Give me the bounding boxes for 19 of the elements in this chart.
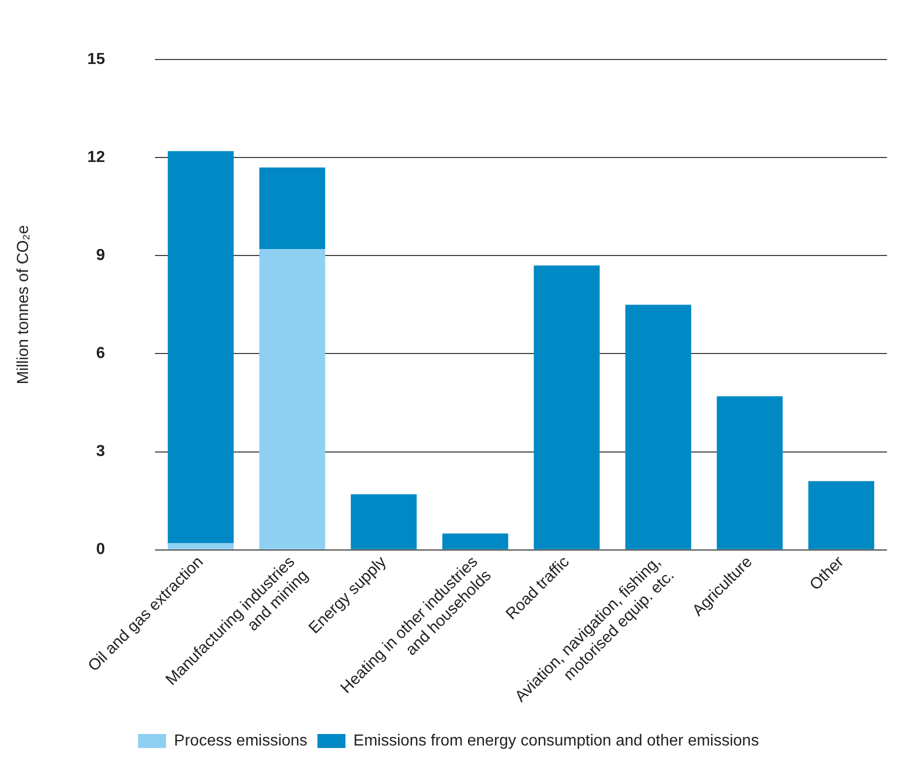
bar xyxy=(168,151,234,544)
y-tick-label: 15 xyxy=(87,51,106,68)
bar xyxy=(259,249,326,550)
bar xyxy=(168,543,234,550)
bar xyxy=(716,396,783,550)
y-tick-label: 12 xyxy=(87,149,106,166)
legend-label: Process emissions xyxy=(174,732,308,750)
bar xyxy=(534,265,600,550)
bar xyxy=(808,481,874,550)
bar xyxy=(442,533,508,550)
bar xyxy=(259,167,326,250)
y-axis-title: Million tonnes of CO₂e xyxy=(15,225,32,384)
y-tick-label: 0 xyxy=(96,541,106,558)
bar xyxy=(350,494,417,550)
y-tick-label: 9 xyxy=(96,247,106,264)
legend-label: Emissions from energy consumption and other emissions xyxy=(353,732,759,750)
y-tick-label: 6 xyxy=(96,345,106,362)
y-tick-label: 3 xyxy=(96,443,106,460)
bar xyxy=(625,304,692,550)
